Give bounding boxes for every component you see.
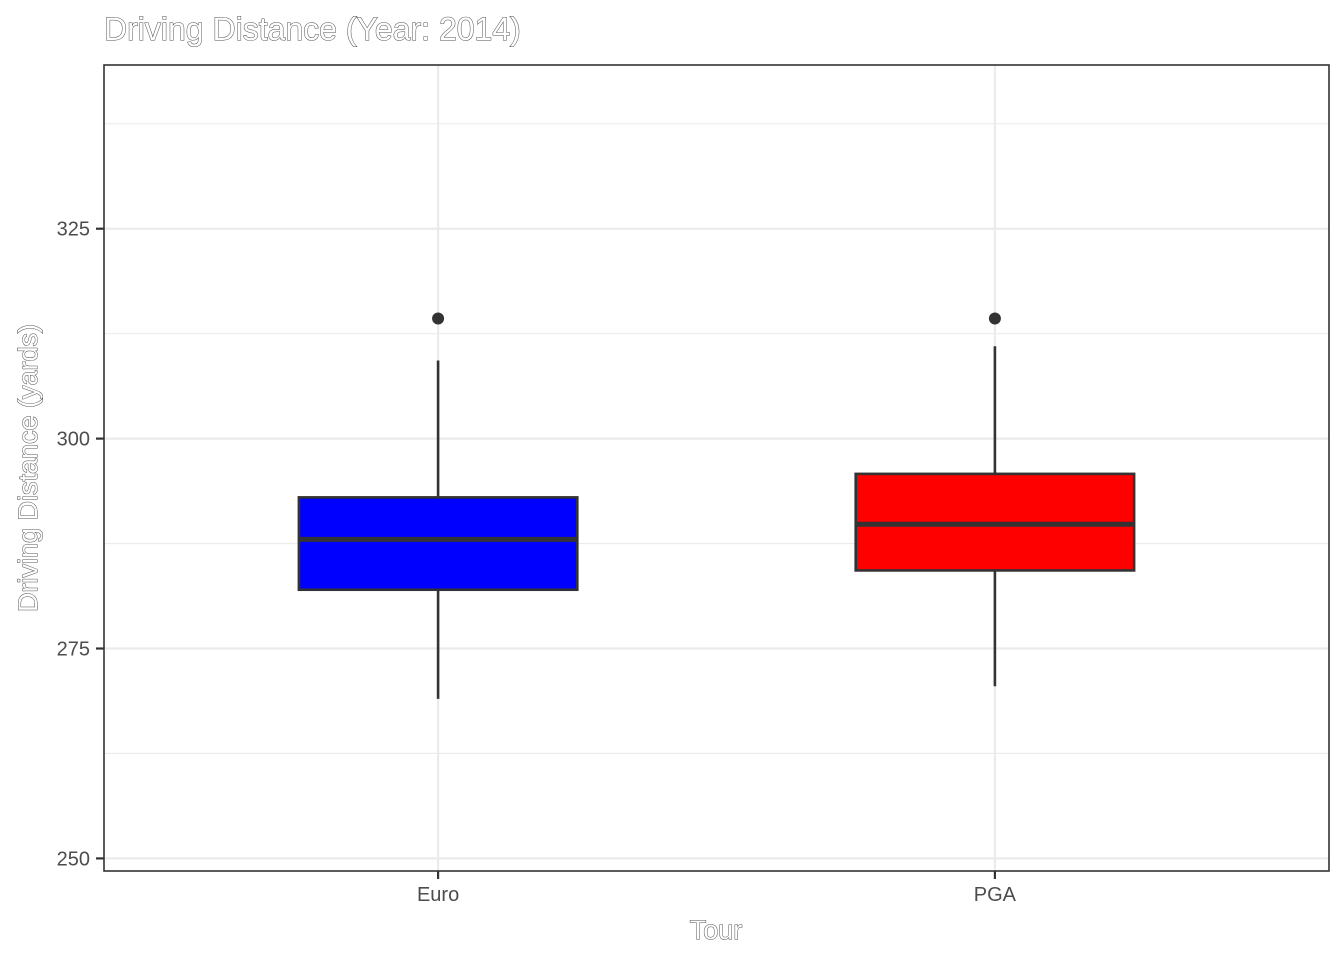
- y-tick-label: 300: [57, 429, 90, 451]
- plot-panel: [103, 64, 1330, 872]
- y-axis-label: Driving Distance (yards): [13, 324, 43, 612]
- box-pga: [854, 312, 1136, 687]
- y-tick-label: 250: [57, 848, 90, 870]
- x-axis-label: Tour: [690, 915, 743, 945]
- box-body: [297, 496, 579, 592]
- x-tick-label: Euro: [417, 884, 459, 906]
- y-tick-label: 325: [57, 219, 90, 241]
- x-tick-label: PGA: [974, 884, 1017, 906]
- box-euro: [297, 312, 579, 699]
- plot-border: [103, 64, 1330, 872]
- y-axis: 250 275 300 325: [57, 219, 104, 870]
- outlier-point: [432, 312, 445, 325]
- outlier-point: [988, 312, 1001, 325]
- y-tick-label: 275: [57, 639, 90, 661]
- plot-background: [104, 65, 1329, 871]
- x-axis: Euro PGA: [417, 871, 1017, 906]
- chart-title: Driving Distance (Year: 2014): [104, 11, 521, 47]
- box-series: [297, 312, 1136, 699]
